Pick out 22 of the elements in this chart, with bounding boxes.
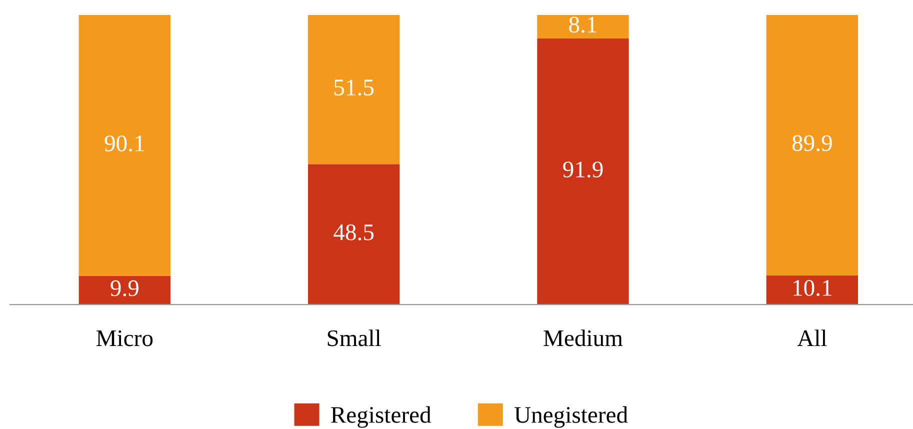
data-label: 9.9 [110,280,138,296]
bar [308,164,400,305]
data-label: 89.9 [792,135,832,152]
data-label: 90.1 [104,135,144,152]
bar [78,15,170,276]
data-label: 51.5 [334,80,374,96]
bar [766,275,858,305]
data-label: 8.1 [569,16,596,33]
legend-label: Unegistered [514,406,628,428]
legend-label: Registered [331,406,432,428]
bar [537,15,629,38]
bar [308,15,400,164]
bar [537,38,629,305]
x-tick-label: Small [328,330,381,346]
x-tick-label: Micro [96,330,153,346]
x-tick-label: All [797,330,827,346]
data-label: 91.9 [563,162,603,178]
x-tick-label: Medium [544,330,623,346]
data-label: 48.5 [334,224,374,240]
bar [766,15,858,276]
data-label: 10.1 [794,280,832,296]
bar [78,276,170,305]
